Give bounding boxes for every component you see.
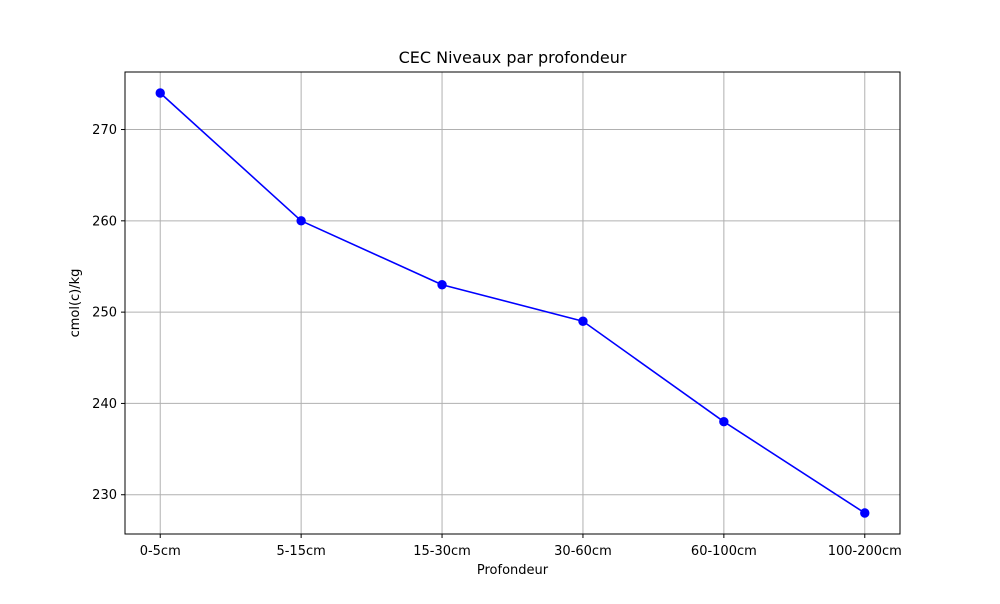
data-point-marker — [860, 508, 870, 518]
data-point-marker — [578, 316, 588, 326]
data-series — [155, 88, 870, 518]
y-tick-label: 230 — [92, 488, 117, 503]
x-axis-label: Profondeur — [477, 563, 549, 578]
y-axis-label: cmol(c)/kg — [68, 269, 83, 338]
x-tick-label: 60-100cm — [691, 544, 757, 559]
y-tick-label: 260 — [92, 214, 117, 229]
axis-ticks: 0-5cm 5-15cm 15-30cm 30-60cm 60-100cm 100-200… — [92, 123, 902, 559]
y-tick-label: 240 — [92, 397, 117, 412]
data-point-marker — [719, 416, 729, 427]
data-point-marker — [155, 88, 165, 98]
data-point-marker — [296, 216, 306, 226]
y-tick-label: 250 — [92, 306, 117, 321]
y-tick-label: 270 — [92, 123, 117, 138]
x-tick-label: 5-15cm — [276, 544, 325, 559]
plot-area-frame — [124, 71, 901, 535]
data-point-marker — [437, 280, 447, 290]
grid-lines — [125, 72, 900, 534]
series-line — [159, 92, 866, 514]
x-tick-label: 0-5cm — [140, 544, 181, 559]
x-tick-label: 100-200cm — [828, 544, 902, 559]
x-tick-label: 30-60cm — [554, 544, 612, 559]
x-tick-label: 15-30cm — [413, 544, 471, 559]
chart-title: CEC Niveaux par profondeur — [399, 48, 627, 67]
